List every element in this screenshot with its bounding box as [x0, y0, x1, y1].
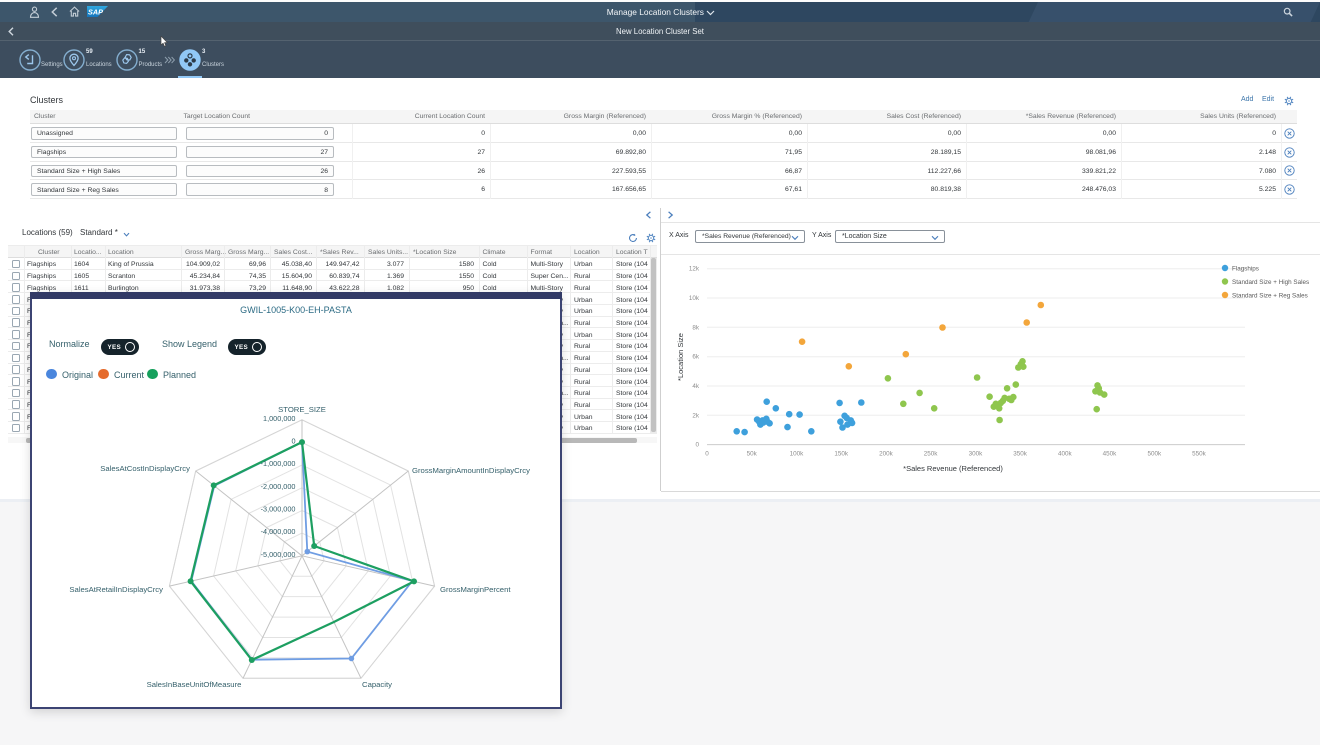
svg-text:550k: 550k	[1192, 451, 1207, 458]
svg-text:-4,000,000: -4,000,000	[261, 527, 296, 536]
svg-text:Standard Size + Reg Sales: Standard Size + Reg Sales	[1232, 292, 1308, 299]
svg-text:4k: 4k	[692, 383, 700, 390]
svg-text:-3,000,000: -3,000,000	[261, 505, 296, 514]
svg-text:SAP: SAP	[88, 7, 103, 16]
svg-text:-1,000,000: -1,000,000	[261, 459, 296, 468]
svg-text:STORE_SIZE: STORE_SIZE	[278, 405, 326, 414]
svg-text:SalesAtRetailInDisplayCrcy: SalesAtRetailInDisplayCrcy	[69, 585, 163, 594]
svg-text:300k: 300k	[969, 451, 984, 458]
svg-text:12k: 12k	[689, 266, 700, 273]
svg-text:250k: 250k	[924, 451, 939, 458]
svg-text:-2,000,000: -2,000,000	[261, 482, 296, 491]
svg-text:GrossMarginAmountInDisplayCrcy: GrossMarginAmountInDisplayCrcy	[412, 466, 530, 475]
svg-text:50k: 50k	[747, 451, 758, 458]
svg-text:*Location Size: *Location Size	[676, 333, 685, 381]
svg-text:*Sales Revenue (Referenced): *Sales Revenue (Referenced)	[903, 464, 1003, 473]
svg-text:100k: 100k	[790, 451, 805, 458]
svg-text:2k: 2k	[692, 412, 700, 419]
svg-text:1,000,000: 1,000,000	[263, 414, 295, 423]
svg-text:-5,000,000: -5,000,000	[261, 550, 296, 559]
svg-text:SalesInBaseUnitOfMeasure: SalesInBaseUnitOfMeasure	[147, 680, 242, 689]
svg-text:0: 0	[695, 442, 699, 449]
svg-text:SalesAtCostInDisplayCrcy: SalesAtCostInDisplayCrcy	[100, 464, 190, 473]
svg-text:150k: 150k	[834, 451, 849, 458]
svg-text:350k: 350k	[1013, 451, 1028, 458]
svg-text:200k: 200k	[879, 451, 894, 458]
svg-text:6k: 6k	[692, 354, 700, 361]
svg-text:10k: 10k	[689, 295, 700, 302]
svg-text:Standard Size + High Sales: Standard Size + High Sales	[1232, 279, 1309, 286]
svg-text:0: 0	[291, 437, 295, 446]
svg-text:Flagships: Flagships	[1232, 265, 1259, 272]
svg-text:500k: 500k	[1147, 451, 1162, 458]
svg-text:8k: 8k	[692, 324, 700, 331]
svg-text:450k: 450k	[1103, 451, 1118, 458]
svg-text:400k: 400k	[1058, 451, 1073, 458]
svg-text:Capacity: Capacity	[362, 680, 392, 689]
svg-text:GrossMarginPercent: GrossMarginPercent	[440, 585, 511, 594]
svg-text:0: 0	[705, 451, 709, 458]
